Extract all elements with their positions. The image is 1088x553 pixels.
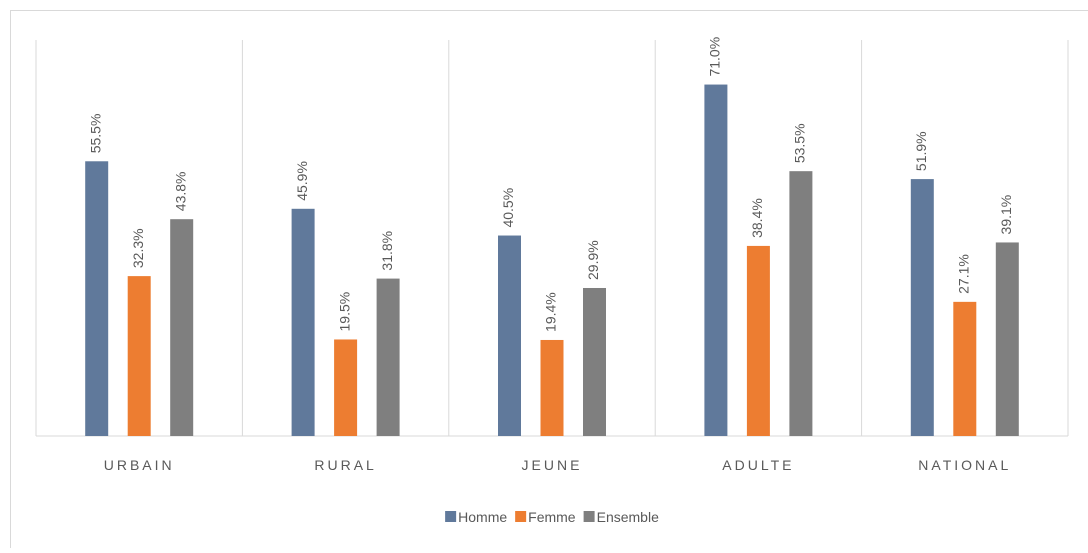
value-label: 39.1% <box>998 195 1014 235</box>
value-label: 43.8% <box>172 171 188 211</box>
bar <box>334 339 357 436</box>
value-label: 38.4% <box>749 198 765 238</box>
value-label: 55.5% <box>87 114 103 154</box>
x-tick-label: RURAL <box>314 457 376 473</box>
legend-label: Homme <box>458 509 507 525</box>
legend-swatch <box>515 511 526 522</box>
value-label: 29.9% <box>585 240 601 280</box>
value-label: 19.5% <box>336 292 352 332</box>
legend-label: Ensemble <box>597 509 659 525</box>
bar <box>996 242 1019 436</box>
bar <box>128 276 151 436</box>
x-tick-label: URBAIN <box>104 457 175 473</box>
bar <box>789 171 812 436</box>
value-label: 27.1% <box>956 254 972 294</box>
bar <box>911 179 934 436</box>
value-label: 71.0% <box>707 37 723 77</box>
bar <box>377 279 400 436</box>
bar <box>292 209 315 436</box>
value-label: 32.3% <box>130 228 146 268</box>
x-tick-label: JEUNE <box>522 457 583 473</box>
x-tick-label: ADULTE <box>722 457 794 473</box>
bar <box>170 219 193 436</box>
bar <box>953 302 976 436</box>
value-label: 19.4% <box>543 292 559 332</box>
bar <box>747 246 770 436</box>
value-label: 53.5% <box>792 123 808 163</box>
bar <box>583 288 606 436</box>
bar <box>498 236 521 436</box>
value-label: 31.8% <box>379 231 395 271</box>
value-label: 45.9% <box>294 161 310 201</box>
value-label: 40.5% <box>500 188 516 228</box>
legend-swatch <box>584 511 595 522</box>
bar <box>704 85 727 436</box>
value-label: 51.9% <box>913 131 929 171</box>
legend-swatch <box>445 511 456 522</box>
bar <box>85 161 108 436</box>
bar <box>541 340 564 436</box>
legend-label: Femme <box>528 509 576 525</box>
x-tick-label: NATIONAL <box>918 457 1011 473</box>
